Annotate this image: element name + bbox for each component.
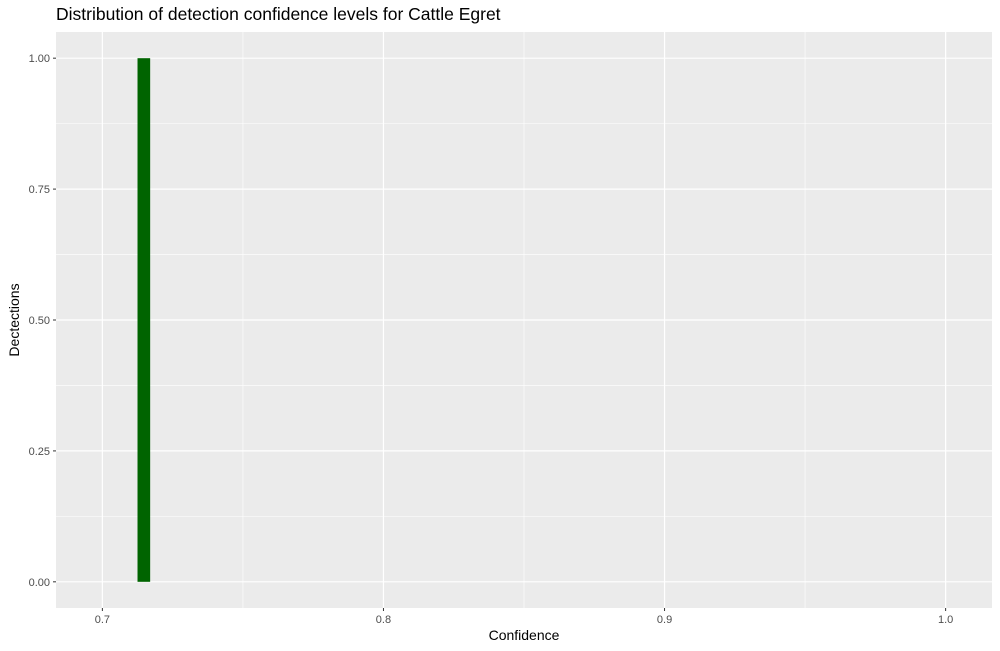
y-tick-label: 0.75: [29, 184, 50, 196]
x-tick-label: 0.8: [376, 614, 391, 626]
x-axis: 0.7 0.8 0.9 1.0: [95, 608, 953, 626]
y-tick-label: 0.50: [29, 315, 50, 327]
x-tick-label: 0.7: [95, 614, 110, 626]
y-tick-label: 0.00: [29, 577, 50, 589]
y-tick-label: 0.25: [29, 446, 50, 458]
major-gridlines: [56, 32, 992, 608]
x-tick-label: 0.9: [657, 614, 672, 626]
y-tick-label: 1.00: [29, 53, 50, 65]
x-axis-label: Confidence: [489, 627, 560, 643]
chart-title: Distribution of detection confidence lev…: [56, 4, 501, 24]
y-axis-label: Dectections: [6, 283, 22, 356]
x-tick-label: 1.0: [938, 614, 953, 626]
bars: [137, 58, 151, 582]
y-axis: 0.00 0.25 0.50 0.75 1.00: [29, 53, 56, 589]
histogram-bar: [137, 58, 151, 582]
